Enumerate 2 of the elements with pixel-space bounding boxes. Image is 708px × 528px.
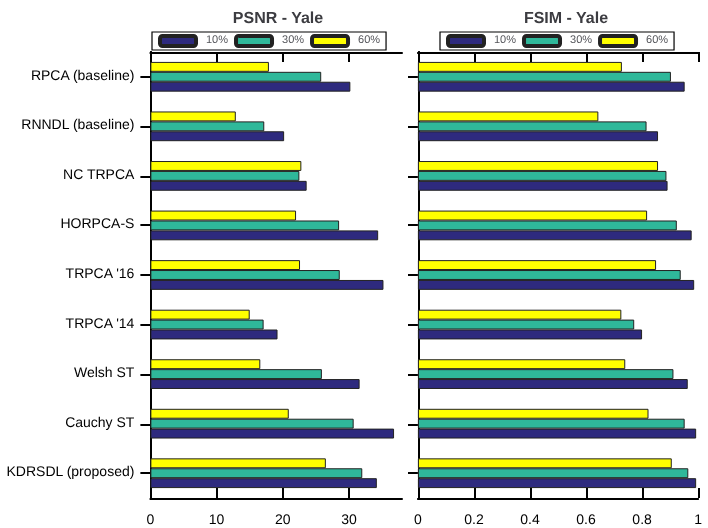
chart-title: FSIM - Yale bbox=[523, 9, 610, 27]
chart-title: PSNR - Yale bbox=[232, 9, 325, 27]
